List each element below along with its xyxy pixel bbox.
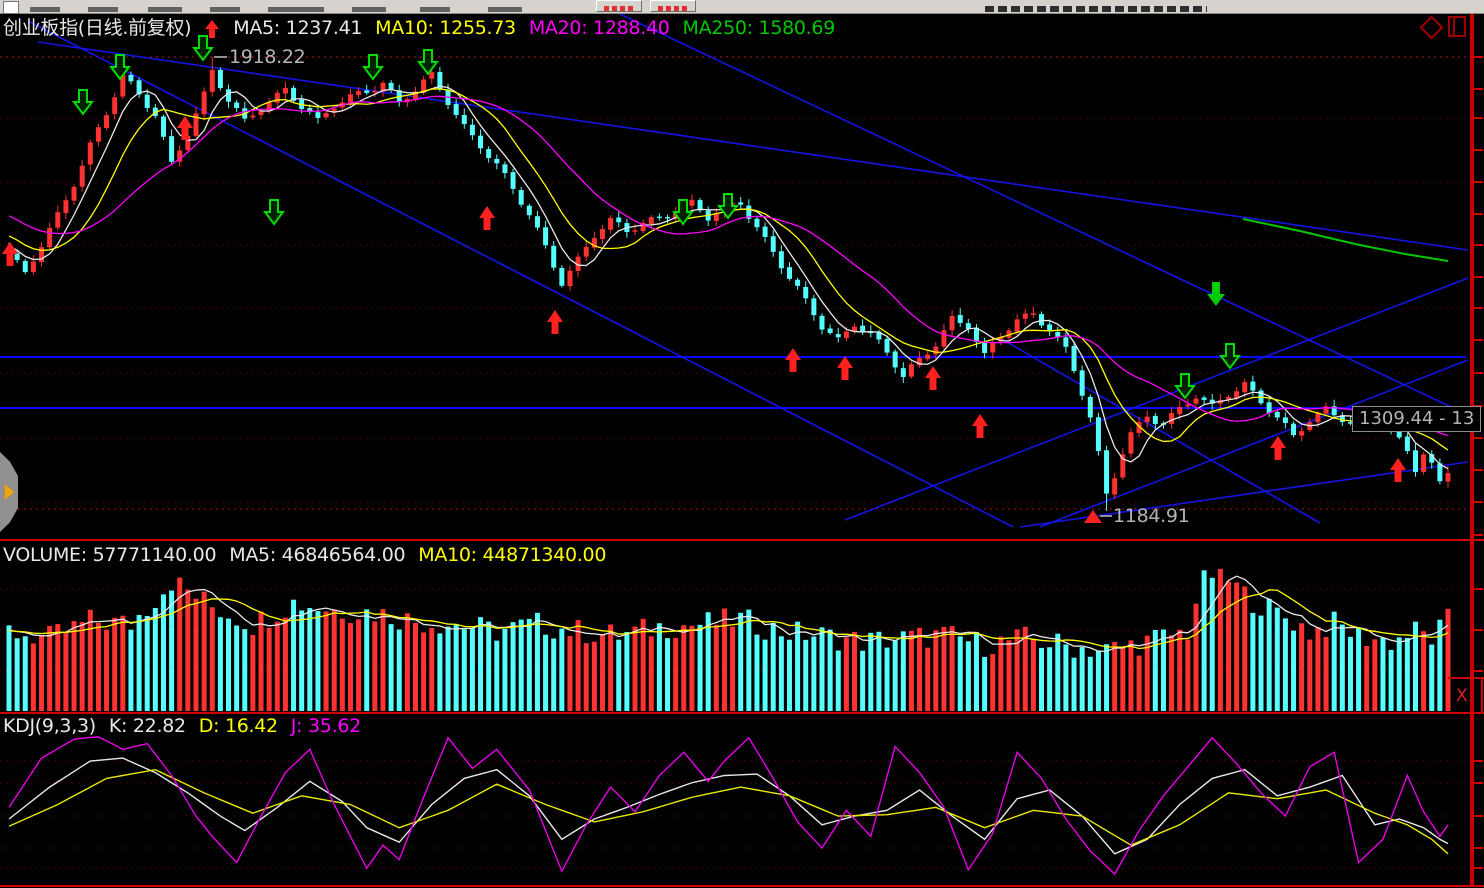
sell-signal-arrow-icon	[672, 199, 694, 226]
sell-signal-arrow-icon	[417, 49, 439, 76]
menu-item[interactable]	[88, 7, 118, 12]
sell-signal-arrow-icon	[362, 54, 384, 81]
kdj-header: KDJ(9,3,3) K: 22.82 D: 16.42 J: 35.62	[3, 715, 361, 737]
kdj-j-value: J: 35.62	[290, 715, 361, 737]
button-text-cropped	[604, 6, 634, 11]
trendline	[29, 21, 1014, 528]
buy-signal-arrow-icon	[925, 366, 941, 390]
trendline	[999, 337, 1321, 524]
kdj-title: KDJ(9,3,3)	[3, 715, 96, 737]
kdj-k-value: K: 22.82	[108, 715, 186, 737]
kdj-d-value: D: 16.42	[198, 715, 278, 737]
trendline	[844, 277, 1469, 521]
file-icon[interactable]	[3, 1, 19, 14]
trendline	[37, 41, 1469, 251]
volume-series	[6, 568, 1451, 711]
low-point-triangle-icon	[1084, 510, 1102, 523]
buy-signal-arrow-icon	[972, 414, 988, 438]
ma250-line	[1242, 218, 1449, 262]
sell-signal-arrow-icon	[1219, 343, 1241, 370]
close-indicator-button[interactable]: X	[1456, 686, 1468, 706]
sidebar-expand-handle[interactable]	[0, 452, 18, 532]
sell-signal-arrow-icon	[1174, 373, 1196, 400]
low-price-label: 1184.91	[1113, 505, 1190, 527]
ma5-value: MA5: 1237.41	[233, 17, 363, 39]
kdj-d-line	[8, 768, 1449, 855]
price-axis-line	[1470, 13, 1474, 886]
menu-item[interactable]	[268, 7, 324, 12]
buy-signal-arrow-icon	[1390, 458, 1406, 482]
menu-item[interactable]	[420, 7, 450, 12]
trendline	[619, 13, 1469, 416]
window-pane-divider	[1453, 18, 1455, 35]
sell-signal-arrow-icon	[109, 54, 131, 81]
volume-value: VOLUME: 57771140.00	[3, 544, 217, 566]
split-window-icon[interactable]	[1448, 16, 1466, 37]
ma10-value: MA10: 1255.73	[375, 17, 516, 39]
menu-item[interactable]	[210, 7, 240, 12]
up-arrow-icon	[204, 19, 220, 39]
pane-separator	[0, 885, 1484, 887]
volume-ma10-value: MA10: 44871340.00	[418, 544, 607, 566]
pane-separator	[0, 712, 1484, 714]
menu-item[interactable]	[352, 7, 386, 12]
buy-signal-arrow-icon	[1270, 436, 1286, 460]
menu-item[interactable]	[488, 7, 522, 12]
sell-signal-arrow-icon	[717, 193, 739, 220]
buy-signal-arrow-icon	[2, 242, 18, 266]
volume-ma5-value: MA5: 46846564.00	[229, 544, 406, 566]
toolbar-button-red-2[interactable]	[650, 0, 696, 12]
sell-signal-arrow-icon	[263, 199, 285, 226]
buy-signal-arrow-icon	[547, 310, 563, 334]
menu-item[interactable]	[30, 7, 60, 12]
crosshair-value-label: 1309.44 - 13	[1352, 406, 1482, 432]
high-price-label: 1918.22	[229, 46, 306, 68]
top-menu-bar	[0, 0, 1484, 14]
button-text-cropped	[658, 6, 688, 11]
volume-header: VOLUME: 57771140.00 MA5: 46846564.00 MA1…	[3, 544, 606, 566]
ma250-value: MA250: 1580.69	[682, 17, 836, 39]
sell-signal-arrow-icon	[192, 35, 214, 62]
menu-item[interactable]	[148, 7, 182, 12]
solid-sell-arrow-icon	[1207, 282, 1225, 306]
ma20-value: MA20: 1288.40	[528, 17, 670, 39]
buy-signal-arrow-icon	[785, 348, 801, 372]
main-chart-header: 创业板指(日线.前复权) MA5: 1237.41 MA10: 1255.73 …	[3, 17, 835, 39]
volume-ma10-line	[8, 589, 1449, 650]
trendline	[1039, 359, 1469, 528]
toolbar-button-red-1[interactable]	[596, 0, 642, 12]
buy-signal-arrow-icon	[479, 206, 495, 230]
kdj-j-line	[8, 736, 1449, 876]
volume-ma5-line	[8, 575, 1449, 652]
sell-signal-arrow-icon	[72, 89, 94, 116]
expand-arrow-icon	[5, 484, 14, 500]
pane-separator	[0, 539, 1484, 541]
kdj-k-line	[8, 757, 1449, 855]
symbol-title: 创业板指(日线.前复权)	[3, 17, 192, 39]
buy-signal-arrow-icon	[177, 116, 193, 140]
topbar-notice-text-cropped	[985, 6, 1207, 12]
ma20-line	[8, 95, 1449, 437]
buy-signal-arrow-icon	[837, 356, 853, 380]
